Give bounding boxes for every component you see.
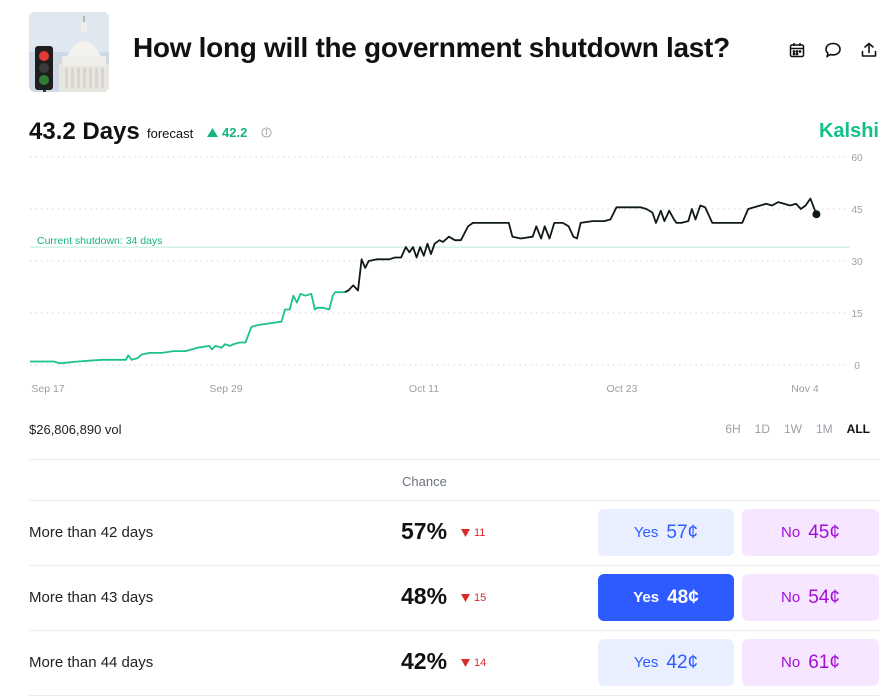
time-range-selector: 6H 1D 1W 1M ALL (725, 422, 870, 436)
last-point-dot (812, 210, 821, 219)
triangle-up-icon (207, 128, 218, 137)
outcome-chance: 42% (401, 648, 448, 674)
yes-label: Yes (633, 654, 659, 671)
kalshi-logo: Kalshi (818, 120, 879, 142)
buy-no-button[interactable]: No 61¢ (742, 639, 879, 686)
outcome-chance: 48% (401, 583, 448, 609)
no-label: No (781, 524, 801, 541)
divider (29, 630, 879, 631)
market-header: How long will the government shutdown la… (29, 12, 879, 92)
buy-no-button[interactable]: No 54¢ (742, 574, 879, 621)
chance-change: 15 (461, 592, 486, 604)
buy-no-button[interactable]: No 45¢ (742, 509, 879, 556)
market-row[interactable]: More than 44 days 42% 14 Yes 42¢ No 61¢ (29, 630, 879, 694)
yes-price: 48¢ (667, 586, 699, 608)
y-tick-label: 60 (851, 153, 863, 164)
y-tick-label: 45 (851, 205, 863, 216)
y-tick-label: 30 (851, 257, 863, 268)
forecast-value: 43.2 Days (29, 118, 140, 145)
chance-change: 14 (461, 657, 486, 669)
market-thumbnail (29, 12, 109, 92)
range-6h[interactable]: 6H (725, 422, 741, 436)
x-tick-label: Oct 11 (409, 383, 439, 395)
x-tick-label: Oct 23 (607, 383, 638, 395)
forecast-label: forecast (147, 126, 194, 141)
chance-change: 11 (461, 527, 485, 539)
yes-price: 42¢ (666, 651, 699, 673)
divider (29, 695, 879, 696)
outcome-label: More than 43 days (29, 589, 154, 606)
series-line-dark (344, 197, 818, 294)
chance-change-value: 14 (474, 657, 487, 669)
series-line-green (30, 291, 345, 365)
x-tick-label: Sep 29 (209, 383, 242, 395)
no-price: 45¢ (808, 521, 840, 543)
volume-text: $26,806,890 vol (29, 422, 122, 437)
share-icon[interactable] (859, 40, 879, 60)
reference-line-label: Current shutdown: 34 days (37, 235, 163, 247)
no-price: 61¢ (808, 651, 840, 673)
chance-change-value: 11 (474, 527, 486, 539)
outcome-label: More than 44 days (29, 654, 154, 671)
triangle-down-icon (461, 659, 470, 667)
market-row[interactable]: More than 42 days 57% 11 Yes 57¢ No 45¢ (29, 500, 879, 564)
y-tick-label: 15 (851, 309, 863, 320)
forecast-change: 42.2 (207, 125, 247, 140)
forecast-summary: 43.2 Days forecast 42.2 Kalshi (29, 118, 879, 148)
no-label: No (781, 654, 801, 671)
divider (29, 565, 879, 566)
divider (29, 459, 879, 460)
market-row[interactable]: More than 43 days 48% 15 Yes 48¢ No 54¢ (29, 565, 879, 629)
no-price: 54¢ (808, 586, 840, 608)
market-title: How long will the government shutdown la… (133, 32, 730, 63)
chance-change-value: 15 (474, 592, 487, 604)
range-1d[interactable]: 1D (754, 422, 770, 436)
yes-label: Yes (633, 589, 660, 606)
range-all[interactable]: ALL (846, 422, 870, 436)
outcome-chance: 57% (401, 518, 448, 544)
buy-yes-button[interactable]: Yes 57¢ (598, 509, 734, 556)
yes-price: 57¢ (666, 521, 699, 543)
range-1m[interactable]: 1M (816, 422, 833, 436)
outcome-label: More than 42 days (29, 524, 154, 541)
x-tick-label: Sep 17 (31, 383, 64, 395)
buy-yes-button[interactable]: Yes 48¢ (598, 574, 734, 621)
forecast-change-value: 42.2 (222, 125, 248, 140)
triangle-down-icon (461, 594, 470, 602)
no-label: No (781, 589, 801, 606)
range-1w[interactable]: 1W (784, 422, 802, 436)
comment-icon[interactable] (823, 40, 843, 60)
chance-column-header: Chance (402, 474, 447, 489)
divider (29, 500, 879, 501)
triangle-down-icon (461, 529, 470, 537)
calendar-icon[interactable] (787, 40, 807, 60)
buy-yes-button[interactable]: Yes 42¢ (598, 639, 734, 686)
x-tick-label: Nov 4 (791, 383, 819, 395)
y-tick-label: 0 (854, 361, 860, 372)
forecast-chart: 0 15 30 45 60 Sep 17 Sep 29 Oct 11 Oct 23 Nov 4 Cu… (30, 153, 863, 395)
info-icon[interactable] (261, 127, 272, 138)
yes-label: Yes (633, 524, 659, 541)
